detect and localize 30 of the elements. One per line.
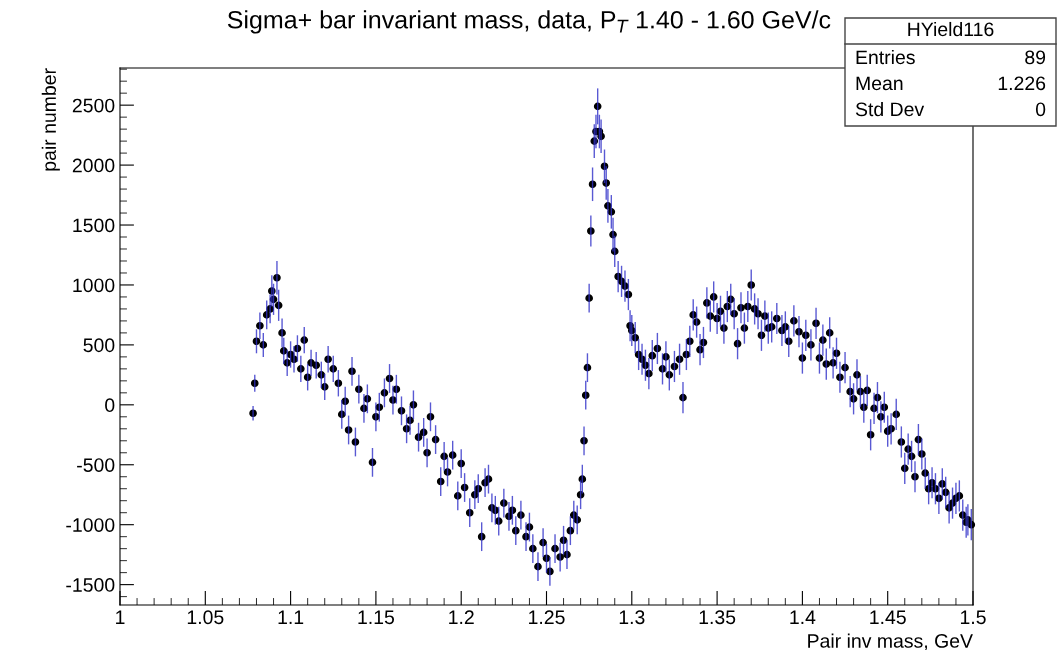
x-tick-label: 1.2 (449, 610, 474, 624)
x-tick-label: 1.1 (278, 610, 304, 624)
x-tick-label: 1.25 (529, 610, 565, 625)
x-tick-label: 1.05 (187, 610, 224, 625)
y-tick-label: 2500 (72, 98, 115, 113)
x-tick-label: 1.3 (619, 610, 645, 625)
y-tick-label: -500 (77, 458, 115, 472)
x-tick-label: 1.5 (960, 610, 986, 625)
y-axis-title: pair number (41, 68, 60, 171)
annotation: Std Dev (855, 101, 925, 117)
x-axis-title: Pair inv mass, GeV (808, 633, 973, 651)
x-tick-label: 1.15 (358, 610, 395, 625)
y-tick-label: -1000 (66, 518, 115, 532)
text: Entries (856, 49, 915, 65)
x-tick-label: 1 (116, 610, 125, 624)
y-tick-label: -1500 (66, 578, 115, 592)
x-tick-label: 1.35 (699, 610, 736, 625)
y-tick-label: 1000 (73, 278, 115, 293)
annotation: Mean (856, 76, 903, 91)
x-tick-label: 1.4 (790, 610, 816, 624)
text: 89 (1025, 50, 1046, 65)
y-tick-label: 500 (83, 338, 115, 353)
x-tick-label: 1.45 (870, 610, 906, 625)
text: 1.226 (998, 76, 1046, 91)
text: 0 (1035, 102, 1046, 117)
y-tick-label: 1500 (73, 218, 115, 233)
y-tick-label: 2000 (72, 158, 115, 173)
y-tick-label: 0 (105, 398, 115, 413)
text: HYield116 (908, 21, 994, 37)
chart-title: Sigma+ bar invariant mass, data, P$_{T}$ 1.40 - 1.60 GeV/c (227, 10, 831, 34)
